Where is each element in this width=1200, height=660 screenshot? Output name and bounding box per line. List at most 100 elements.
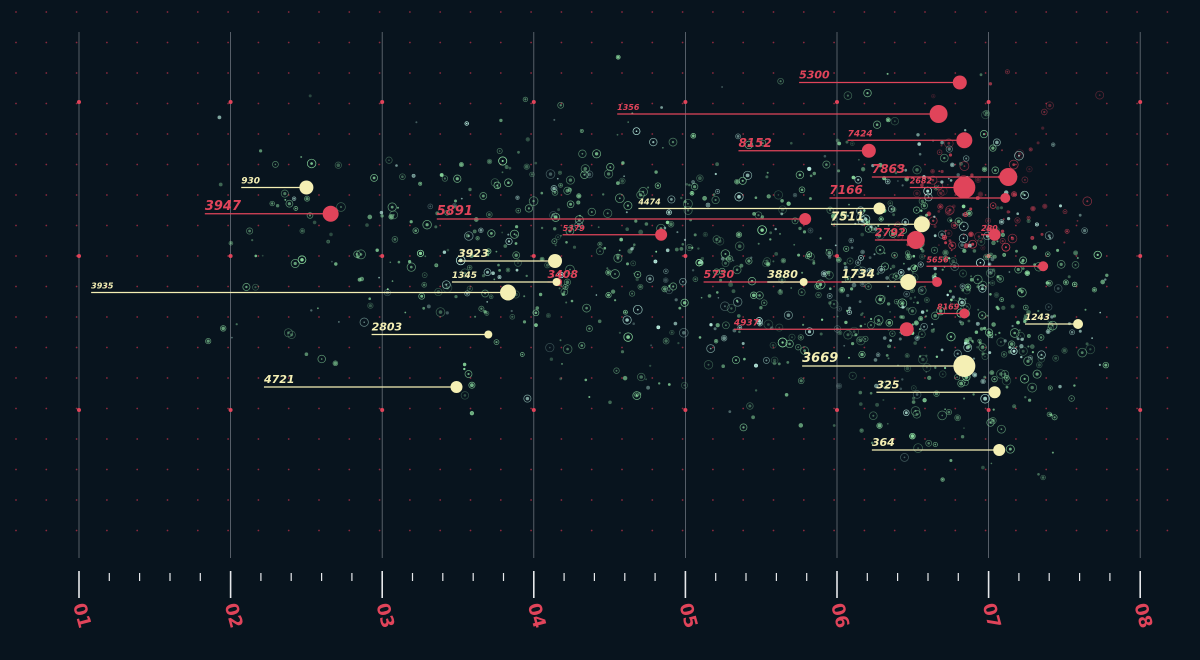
grid-dot (1015, 468, 1017, 471)
scatter-ring (597, 241, 603, 247)
scatter-point (523, 295, 526, 298)
scatter-ring (690, 183, 699, 191)
grid-dot (378, 11, 381, 13)
grid-dot (136, 499, 139, 501)
scatter-point (584, 378, 588, 382)
scatter-point (837, 169, 841, 173)
scatter-point (665, 220, 670, 225)
grid-dot (318, 377, 320, 379)
scatter-point (378, 276, 380, 279)
scatter-ring (972, 372, 978, 378)
scatter-point (797, 346, 799, 349)
scatter-point (614, 299, 617, 302)
scatter-point (422, 306, 426, 310)
scatter-ring (937, 189, 945, 197)
scatter-ring (387, 202, 397, 212)
grid-dot (833, 529, 835, 532)
scatter-ring (1072, 281, 1078, 288)
grid-dot (1105, 529, 1108, 532)
scatter-point (887, 321, 892, 325)
scatter-point (777, 362, 781, 366)
scatter-point (1001, 240, 1004, 243)
scatter-point (408, 260, 412, 264)
grid-dot (530, 285, 532, 288)
grid-dot (15, 11, 17, 13)
scatter-point (797, 346, 799, 349)
scatter-point (825, 249, 828, 251)
scatter-ring (957, 298, 966, 306)
grid-dot (833, 438, 835, 440)
grid-dot (954, 438, 957, 440)
grid-dot (227, 346, 230, 349)
scatter-point (976, 278, 979, 281)
scatter-ring (918, 316, 924, 322)
scatter-point (1041, 476, 1045, 479)
scatter-point (924, 315, 928, 318)
scatter-point (894, 274, 898, 278)
highlight-markers (299, 75, 1084, 456)
scatter-point (937, 185, 940, 187)
scatter-point (468, 187, 472, 192)
scatter-point (858, 390, 863, 395)
scatter-point (1037, 473, 1040, 476)
scatter-point (455, 177, 459, 181)
grid-dot (590, 529, 593, 532)
scatter-point (895, 300, 898, 303)
scatter-point (991, 336, 994, 339)
scatter-ring (679, 328, 689, 338)
scatter-point (752, 212, 756, 216)
scatter-point (867, 228, 870, 230)
grid-dot (1105, 438, 1108, 440)
scatter-point (996, 206, 1000, 210)
scatter-ring (806, 251, 813, 258)
scatter-ring (467, 264, 473, 271)
scatter-point (741, 342, 745, 345)
grid-dot (75, 163, 78, 166)
scatter-point (662, 147, 664, 149)
scatter-point (1029, 356, 1032, 359)
scatter-ring (497, 275, 502, 280)
scatter-point (611, 290, 615, 294)
scatter-point (667, 211, 671, 214)
scatter-point (963, 165, 966, 168)
scatter-point (956, 219, 961, 224)
grid-dot (924, 529, 926, 532)
scatter-ring (937, 410, 947, 421)
scatter-point (1074, 263, 1077, 266)
scatter-ring (713, 339, 719, 344)
grid-dot (439, 102, 442, 105)
scatter-ring (580, 164, 590, 174)
scatter-ring (878, 216, 884, 222)
scatter-ring (773, 190, 783, 200)
scatter-point (501, 160, 504, 162)
scatter-point (955, 415, 960, 420)
scatter-point (424, 255, 427, 258)
grid-dot (1105, 11, 1108, 13)
scatter-point (1049, 236, 1052, 239)
scatter-point (503, 244, 508, 248)
scatter-point (849, 259, 852, 263)
scatter-point (903, 220, 907, 224)
scatter-point (812, 259, 816, 263)
scatter-ring (824, 270, 834, 280)
scatter-point (716, 291, 719, 294)
scatter-point (863, 209, 866, 212)
scatter-point (967, 319, 971, 323)
scatter-ring (1077, 347, 1087, 358)
scatter-ring (662, 277, 669, 283)
grid-dot (469, 377, 472, 379)
grid-dot (1136, 255, 1138, 257)
scatter-point (961, 204, 966, 209)
scatter-ring (843, 245, 850, 252)
scatter-point (459, 163, 463, 167)
point-label: 3923 (458, 247, 489, 260)
scatter-point (988, 263, 991, 266)
grid-dot (530, 377, 532, 379)
scatter-ring (1062, 209, 1068, 215)
scatter-point (960, 321, 964, 326)
scatter-point (534, 311, 538, 315)
scatter-point (1070, 397, 1073, 400)
scatter-ring (743, 170, 753, 180)
scatter-ring (1005, 444, 1015, 454)
scatter-point (963, 341, 967, 345)
